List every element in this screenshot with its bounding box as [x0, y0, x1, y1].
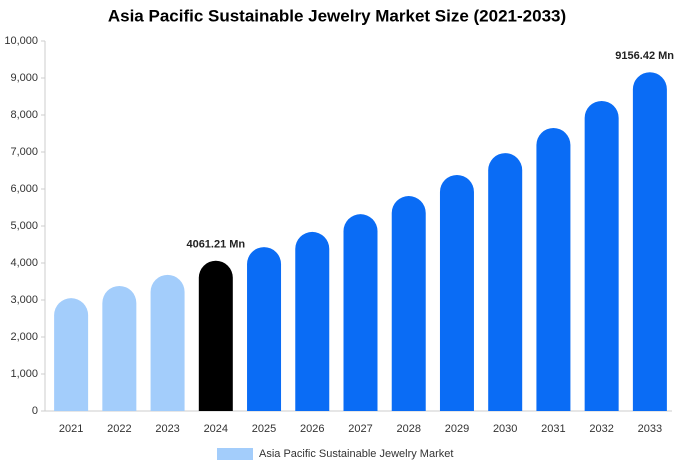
- y-tick-label: 3,000: [10, 294, 38, 306]
- y-tick-label: 9,000: [10, 72, 38, 84]
- bar: [102, 285, 137, 411]
- x-tick-label: 2026: [300, 423, 324, 435]
- legend-swatch: [217, 448, 253, 460]
- value-label: 9156.42 Mn: [615, 50, 674, 62]
- value-label: 4061.21 Mn: [186, 239, 245, 251]
- chart-title: Asia Pacific Sustainable Jewelry Market …: [108, 6, 566, 25]
- bar: [295, 231, 330, 411]
- y-tick-label: 5,000: [10, 220, 38, 232]
- y-tick-label: 6,000: [10, 183, 38, 195]
- y-tick-label: 0: [32, 405, 38, 417]
- x-tick-label: 2023: [155, 423, 179, 435]
- x-tick-label: 2030: [493, 423, 517, 435]
- y-tick-label: 10,000: [4, 35, 38, 47]
- bar: [391, 196, 426, 411]
- y-tick-label: 8,000: [10, 109, 38, 121]
- x-tick-label: 2022: [107, 423, 131, 435]
- bar: [488, 153, 523, 412]
- y-tick-label: 7,000: [10, 146, 38, 158]
- bar: [584, 100, 619, 411]
- legend-label: Asia Pacific Sustainable Jewelry Market: [259, 448, 453, 460]
- x-tick-label: 2033: [638, 423, 662, 435]
- x-tick-label: 2024: [204, 423, 228, 435]
- bar: [343, 214, 378, 411]
- x-tick-label: 2027: [348, 423, 372, 435]
- y-tick-label: 4,000: [10, 257, 38, 269]
- y-tick-label: 1,000: [10, 368, 38, 380]
- bar: [536, 127, 571, 412]
- y-tick-label: 2,000: [10, 331, 38, 343]
- x-tick-label: 2029: [445, 423, 469, 435]
- x-tick-label: 2028: [396, 423, 420, 435]
- bar: [439, 174, 474, 411]
- x-tick-label: 2032: [589, 423, 613, 435]
- bar: [632, 72, 667, 411]
- bar: [247, 247, 282, 411]
- bar: [54, 298, 89, 411]
- bar: [150, 274, 185, 411]
- x-tick-label: 2025: [252, 423, 276, 435]
- x-tick-label: 2031: [541, 423, 565, 435]
- x-tick-label: 2021: [59, 423, 83, 435]
- bar: [198, 260, 233, 411]
